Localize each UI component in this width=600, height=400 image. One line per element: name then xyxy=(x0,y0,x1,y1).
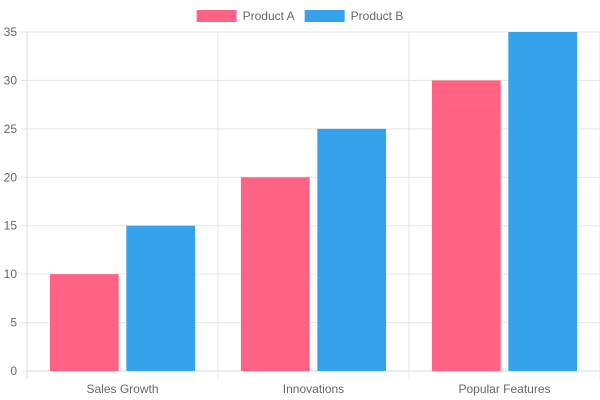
y-tick-label: 30 xyxy=(4,73,18,87)
chart-legend: Product A Product B xyxy=(196,9,404,23)
bar-product-b[interactable] xyxy=(317,128,387,371)
bar-product-a[interactable] xyxy=(431,80,501,371)
x-tick-label: Innovations xyxy=(283,382,344,396)
legend-label[interactable]: Product A xyxy=(243,9,295,23)
y-tick-label: 25 xyxy=(4,122,18,136)
y-tick-label: 15 xyxy=(4,219,18,233)
bar-product-a[interactable] xyxy=(49,274,119,371)
x-tick-label: Sales Growth xyxy=(86,382,158,396)
y-tick-label: 0 xyxy=(10,364,17,378)
y-tick-label: 20 xyxy=(4,170,18,184)
bar-product-a[interactable] xyxy=(240,177,310,371)
legend-swatch[interactable] xyxy=(304,10,345,22)
legend-label[interactable]: Product B xyxy=(351,9,404,23)
chart-bars xyxy=(49,32,578,371)
x-axis: Sales Growth Innovations Popular Features xyxy=(86,382,550,396)
x-tick-label: Popular Features xyxy=(458,382,550,396)
bar-product-b[interactable] xyxy=(126,225,196,371)
chart-grid xyxy=(26,31,600,379)
y-tick-label: 5 xyxy=(10,316,17,330)
legend-swatch[interactable] xyxy=(196,10,237,22)
y-tick-label: 10 xyxy=(4,267,18,281)
y-tick-label: 35 xyxy=(4,25,18,39)
y-axis: 0 5 10 15 20 25 30 35 xyxy=(4,25,27,378)
bar-product-b[interactable] xyxy=(508,32,578,371)
